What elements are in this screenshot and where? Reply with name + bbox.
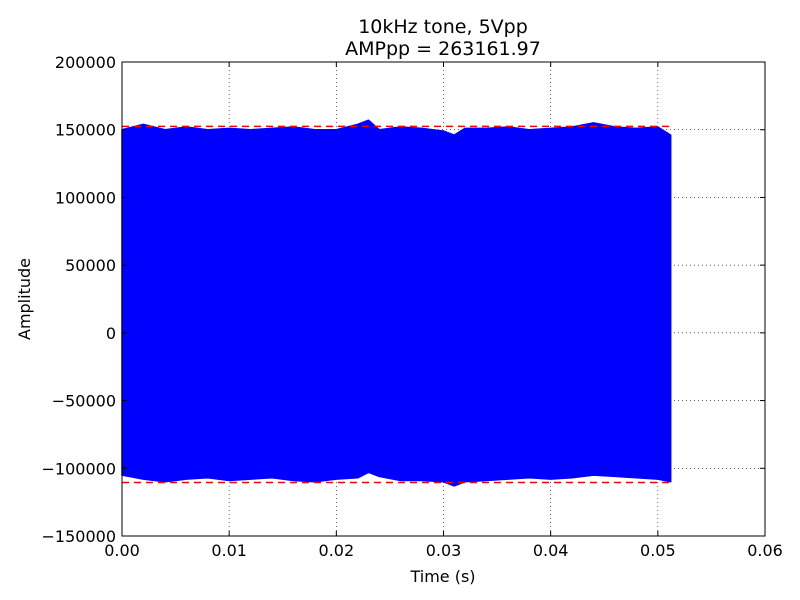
chart-title: 10kHz tone, 5Vpp bbox=[358, 16, 528, 38]
x-tick-label: 0.00 bbox=[104, 541, 140, 560]
y-tick-label: 50000 bbox=[65, 256, 116, 275]
y-tick-label: 0 bbox=[106, 324, 116, 343]
y-tick-label: −50000 bbox=[52, 392, 116, 411]
y-tick-label: −150000 bbox=[42, 527, 116, 546]
chart-subtitle: AMPpp = 263161.97 bbox=[345, 38, 541, 60]
y-tick-label: 150000 bbox=[55, 121, 116, 140]
x-tick-label: 0.02 bbox=[319, 541, 355, 560]
x-tick-label: 0.04 bbox=[533, 541, 569, 560]
x-tick-label: 0.05 bbox=[640, 541, 676, 560]
ticks: 0.00 0.01 0.02 0.03 0.04 0.05 0.06 −150000 −1000… bbox=[42, 53, 783, 560]
y-tick-label: 100000 bbox=[55, 188, 116, 207]
y-axis-title: Amplitude bbox=[15, 258, 34, 340]
x-tick-label: 0.01 bbox=[211, 541, 247, 560]
y-tick-label: −100000 bbox=[42, 459, 116, 478]
series-layer bbox=[121, 119, 672, 487]
x-tick-label: 0.03 bbox=[426, 541, 462, 560]
signal-envelope-area bbox=[121, 119, 672, 487]
y-tick-label: 200000 bbox=[55, 53, 116, 72]
x-tick-label: 0.06 bbox=[747, 541, 783, 560]
reference-lines bbox=[122, 125, 671, 484]
x-axis-title: Time (s) bbox=[409, 567, 475, 586]
